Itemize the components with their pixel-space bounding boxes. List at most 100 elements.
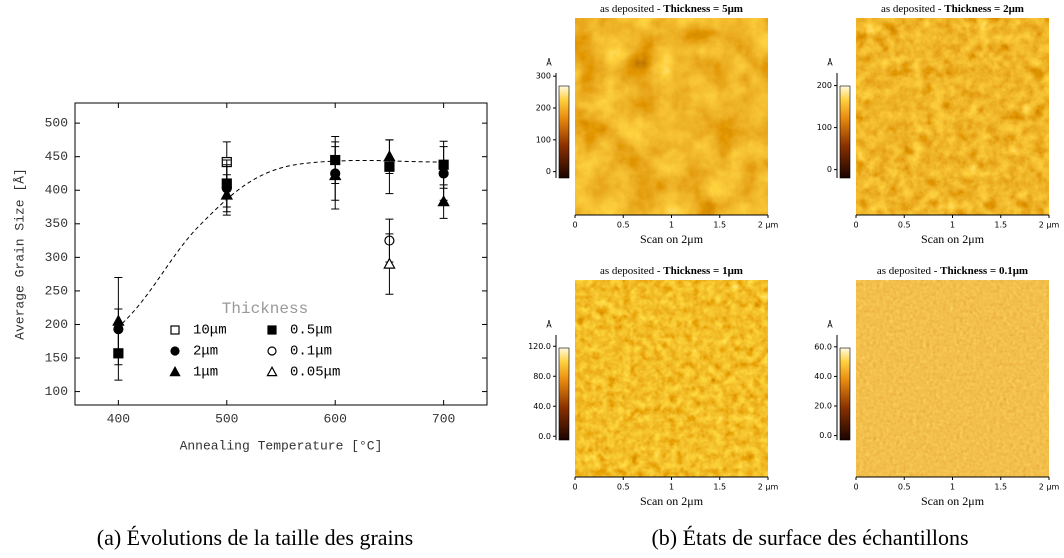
- colorbar-tick-label: 100: [817, 123, 832, 132]
- x-tick-label: 0: [572, 221, 577, 230]
- title-bold: Thickness = 1μm: [663, 265, 743, 277]
- x-tick-label: 1.5: [713, 221, 726, 230]
- panel-title: as deposited - Thickness = 2μm: [881, 3, 1024, 15]
- marker: [330, 154, 341, 166]
- y-tick-label: 250: [45, 283, 68, 298]
- colorbar-tick-label: 200: [817, 81, 832, 90]
- colorbar-unit: Å: [546, 57, 552, 68]
- colorbar-tick-label: 200: [536, 104, 551, 113]
- x-tick-label: 0: [853, 221, 858, 230]
- y-tick-label: 150: [45, 350, 68, 365]
- title-prefix: as deposited -: [877, 265, 940, 277]
- x-tick-label: 400: [107, 411, 130, 426]
- x-tick-label: 2 μm: [758, 483, 779, 492]
- colorbar-tick-label: 0.0: [819, 431, 832, 440]
- x-axis-label: Scan on 2μm: [640, 232, 704, 246]
- afm-image: [575, 280, 768, 477]
- legend-label: 2μm: [193, 344, 218, 360]
- x-tick-label: 2 μm: [758, 221, 779, 230]
- afm-image: [856, 280, 1049, 477]
- colorbar-tick-label: 0: [546, 167, 551, 176]
- x-tick-label: 0.5: [617, 483, 630, 492]
- x-tick-label: 700: [432, 411, 455, 426]
- colorbar-unit: Å: [827, 57, 833, 68]
- legend-title: Thickness: [222, 300, 308, 318]
- marker: [437, 195, 450, 207]
- x-tick-label: 0.5: [898, 221, 911, 230]
- y-tick-label: 200: [45, 317, 68, 332]
- y-axis-label: Average Grain Size [Å]: [12, 168, 27, 340]
- y-tick-label: 450: [45, 149, 68, 164]
- x-tick-label: 0: [572, 483, 577, 492]
- x-axis-label: Scan on 2μm: [640, 494, 704, 508]
- x-tick-label: 0.5: [617, 221, 630, 230]
- marker: [113, 348, 124, 359]
- x-tick-label: 1.5: [994, 221, 1007, 230]
- x-tick-label: 1: [669, 221, 674, 230]
- x-axis-label: Scan on 2μm: [921, 232, 985, 246]
- y-tick-label: 500: [45, 116, 68, 131]
- marker: [266, 365, 278, 377]
- title-bold: Thickness = 5μm: [663, 3, 743, 15]
- y-tick-label: 400: [45, 183, 68, 198]
- x-tick-label: 1: [669, 483, 674, 492]
- x-tick-label: 1: [950, 221, 955, 230]
- panel-title: as deposited - Thickness = 5μm: [600, 3, 743, 15]
- title-bold: Thickness = 0.1μm: [940, 265, 1028, 277]
- x-tick-label: 1.5: [994, 483, 1007, 492]
- marker: [169, 365, 181, 377]
- title-bold: Thickness = 2μm: [944, 3, 1024, 15]
- colorbar-tick-label: 40.0: [814, 372, 832, 381]
- marker: [221, 178, 232, 189]
- colorbar-unit: Å: [546, 319, 552, 330]
- x-tick-label: 1.5: [713, 483, 726, 492]
- legend-label: 0.5μm: [290, 323, 332, 339]
- colorbar-tick-label: 0.0: [538, 432, 551, 441]
- marker: [112, 314, 125, 326]
- legend-label: 1μm: [193, 365, 218, 381]
- caption: (a) Évolutions de la taille des grains: [97, 525, 413, 550]
- title-prefix: as deposited -: [600, 3, 663, 15]
- y-tick-label: 350: [45, 216, 68, 231]
- colorbar: [839, 85, 851, 179]
- colorbar-tick-label: 20.0: [814, 401, 832, 410]
- plot-frame: [74, 102, 488, 406]
- marker: [383, 257, 396, 269]
- caption: (b) États de surface des échantillons: [651, 525, 968, 550]
- x-axis-label: Annealing Temperature [°C]: [180, 438, 383, 453]
- afm-image: [856, 18, 1049, 215]
- afm-image: [575, 18, 768, 215]
- title-prefix: as deposited -: [881, 3, 944, 15]
- colorbar-tick-label: 60.0: [814, 342, 832, 351]
- panel-title: as deposited - Thickness = 0.1μm: [877, 265, 1028, 277]
- colorbar-tick-label: 120.0: [528, 342, 551, 351]
- x-tick-label: 2 μm: [1039, 483, 1060, 492]
- colorbar-tick-label: 80.0: [533, 372, 551, 381]
- y-tick-label: 100: [45, 384, 68, 399]
- colorbar: [839, 347, 851, 441]
- legend-label: 10μm: [193, 323, 227, 339]
- colorbar-tick-label: 40.0: [533, 402, 551, 411]
- colorbar: [558, 85, 570, 179]
- colorbar: [558, 347, 570, 441]
- marker: [170, 346, 180, 356]
- colorbar-unit: Å: [827, 319, 833, 330]
- colorbar-tick-label: 0: [827, 165, 832, 174]
- colorbar-tick-label: 100: [536, 135, 551, 144]
- marker: [267, 325, 277, 335]
- x-axis-label: Scan on 2μm: [921, 494, 985, 508]
- marker: [384, 161, 395, 172]
- marker: [170, 325, 180, 335]
- marker: [267, 346, 277, 356]
- x-tick-label: 0.5: [898, 483, 911, 492]
- panel-title: as deposited - Thickness = 1μm: [600, 265, 743, 277]
- x-tick-label: 0: [853, 483, 858, 492]
- legend-label: 0.1μm: [290, 344, 332, 360]
- colorbar-tick-label: 300: [536, 72, 551, 81]
- fit-curve: [116, 159, 444, 329]
- x-tick-label: 1: [950, 483, 955, 492]
- legend-label: 0.05μm: [290, 365, 340, 381]
- x-tick-label: 600: [324, 411, 347, 426]
- x-tick-label: 500: [215, 411, 238, 426]
